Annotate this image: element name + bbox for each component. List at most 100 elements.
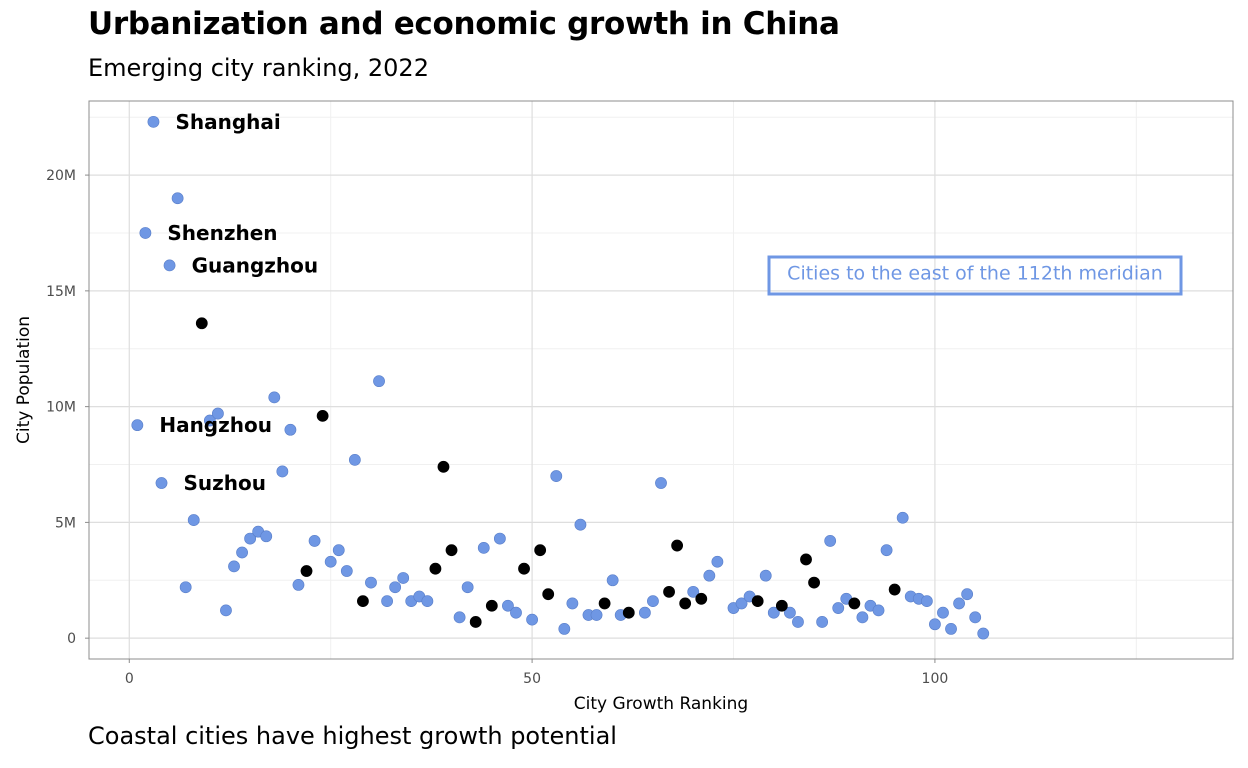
data-point-east	[292, 579, 305, 591]
data-point-east	[220, 604, 232, 617]
data-point-other	[622, 606, 635, 619]
data-point-east	[550, 470, 563, 482]
data-point-east	[977, 627, 990, 640]
data-point-other	[808, 576, 820, 589]
y-axis-title: City Population	[14, 316, 34, 444]
data-point-east	[179, 581, 192, 594]
data-point-other	[542, 588, 555, 601]
data-point-east	[590, 609, 603, 621]
grid-lines	[89, 101, 1233, 659]
data-point-east	[920, 595, 933, 608]
data-point-east	[284, 423, 297, 436]
data-point-east	[131, 419, 144, 432]
data-point-east	[212, 407, 224, 420]
y-tick-label: 10M	[46, 400, 76, 416]
data-point-east	[477, 541, 490, 554]
data-point-east	[171, 192, 184, 205]
annotation-box	[767, 255, 1183, 296]
data-point-other	[195, 317, 208, 330]
data-point-east	[735, 597, 748, 610]
data-point-east	[824, 535, 837, 547]
data-point-east	[574, 518, 587, 531]
data-point-other	[775, 599, 788, 612]
data-point-east	[324, 555, 337, 568]
data-point-east	[711, 555, 724, 568]
data-point-east	[365, 576, 377, 589]
data-point-other	[534, 544, 547, 557]
data-point-east	[606, 574, 619, 587]
data-point-east	[373, 375, 385, 388]
data-point-other	[429, 562, 442, 575]
data-point-east	[703, 569, 716, 582]
data-point-east	[203, 414, 216, 427]
y-tick-label: 5M	[55, 515, 76, 531]
data-point-other	[800, 553, 812, 566]
data-point-east	[953, 597, 965, 610]
data-point-east	[389, 581, 402, 594]
data-point-east	[937, 606, 949, 619]
data-point-other	[888, 583, 901, 596]
data-point-east	[759, 569, 772, 582]
data-point-east	[784, 606, 796, 619]
data-point-east	[348, 453, 361, 466]
data-point-east	[655, 477, 667, 489]
data-point-east	[638, 606, 651, 619]
data-point-other	[671, 539, 684, 552]
data-point-east	[647, 595, 659, 608]
city-label: Shenzhen	[167, 221, 277, 245]
data-point-other	[445, 544, 458, 557]
data-point-east	[187, 514, 200, 526]
data-point-east	[493, 532, 506, 545]
data-point-east	[872, 604, 885, 617]
data-point-east	[856, 611, 869, 624]
data-point-east	[526, 613, 538, 626]
data-point-east	[945, 623, 957, 635]
data-point-east	[896, 511, 909, 524]
data-point-east	[558, 623, 571, 635]
chart-caption: Coastal cities have highest growth poten…	[88, 722, 617, 750]
data-point-east	[163, 259, 176, 272]
data-point-east	[566, 597, 579, 610]
data-point-other	[469, 616, 482, 628]
y-tick-label: 15M	[46, 284, 76, 300]
city-label: Hangzhou	[159, 413, 272, 437]
y-tick-label: 20M	[46, 168, 76, 184]
data-point-east	[816, 616, 829, 628]
data-point-other	[300, 565, 313, 577]
data-point-east	[139, 227, 152, 239]
data-point-other	[679, 597, 692, 610]
city-labels: Shanghai Shenzhen Guangzhou Hangzhou Suzhou	[159, 110, 318, 495]
y-tick-label: 0	[67, 631, 76, 647]
data-point-east	[397, 572, 410, 584]
data-point-east	[832, 602, 845, 614]
data-point-other	[695, 592, 708, 605]
chart-subtitle: Emerging city ranking, 2022	[88, 54, 429, 82]
data-point-east	[308, 535, 321, 547]
data-point-east	[502, 599, 514, 612]
data-point-east	[340, 565, 353, 577]
data-point-east	[687, 585, 700, 598]
x-tick-label: 0	[125, 671, 134, 687]
data-point-east	[244, 532, 257, 545]
city-label: Shanghai	[175, 110, 280, 134]
data-point-other	[751, 595, 764, 608]
data-point-east	[510, 606, 522, 619]
city-label: Guangzhou	[192, 253, 319, 277]
data-point-east	[332, 544, 345, 557]
data-point-east	[260, 530, 273, 543]
data-point-east	[461, 581, 474, 594]
data-point-other	[663, 585, 675, 598]
plot-panel	[88, 100, 1234, 660]
chart-title: Urbanization and economic growth in Chin…	[88, 6, 840, 42]
data-point-east	[381, 595, 393, 608]
x-tick-label: 50	[523, 671, 541, 687]
data-point-other	[485, 599, 498, 612]
data-point-east	[236, 546, 248, 559]
data-point-east	[929, 618, 941, 631]
data-point-east	[969, 611, 982, 624]
data-point-other	[518, 562, 530, 575]
data-point-east	[792, 616, 804, 628]
data-point-other	[598, 597, 611, 610]
data-point-other	[437, 460, 450, 473]
